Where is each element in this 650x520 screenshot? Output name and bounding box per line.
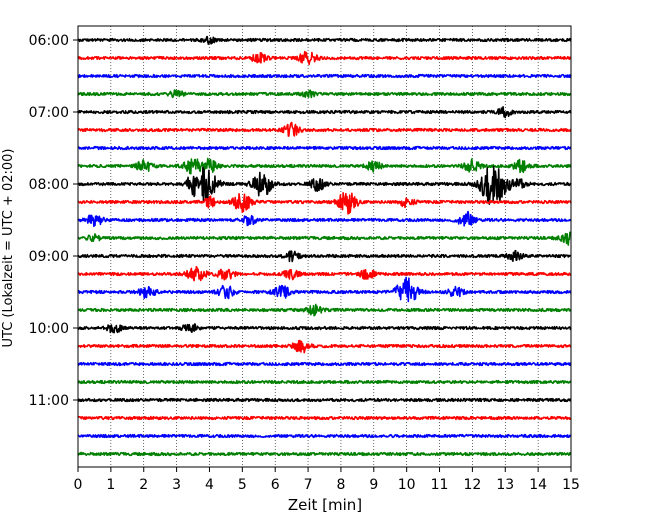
x-tick-label: 13 xyxy=(496,477,514,493)
y-tick-label: 09:00 xyxy=(29,249,69,265)
x-tick-label: 5 xyxy=(238,477,247,493)
y-tick-label: 06:00 xyxy=(29,33,69,49)
trace-line xyxy=(77,73,572,79)
trace-line xyxy=(77,231,572,246)
trace-line xyxy=(77,303,572,317)
trace-line xyxy=(77,165,572,205)
x-tick-label: 10 xyxy=(398,477,416,493)
seismic-traces xyxy=(77,35,572,457)
trace-line xyxy=(77,339,572,354)
x-tick-label: 0 xyxy=(74,477,83,493)
x-tick-label: 4 xyxy=(205,477,214,493)
x-axis-ticks: 0 1 2 3 4 5 6 7 8 9 10 11 12 13 14 15 xyxy=(74,467,580,493)
x-tick-label: 8 xyxy=(336,477,345,493)
trace-line xyxy=(77,265,572,282)
y-tick-label: 10:00 xyxy=(29,321,69,337)
trace-line xyxy=(77,379,572,385)
x-tick-label: 14 xyxy=(529,477,547,493)
trace-line xyxy=(77,249,572,263)
x-tick-label: 3 xyxy=(172,477,181,493)
x-tick-label: 9 xyxy=(369,477,378,493)
trace-line xyxy=(77,121,572,137)
trace-line xyxy=(77,451,572,457)
trace-line xyxy=(77,89,572,99)
trace-line xyxy=(77,106,572,119)
y-axis-label: UTC (Lokalzeit = UTC + 02:00) xyxy=(1,149,16,348)
trace-line xyxy=(77,191,572,215)
y-axis-ticks: 06:00 07:00 08:00 09:00 10:00 11:00 xyxy=(29,33,78,409)
trace-line xyxy=(77,323,572,334)
plot-frame xyxy=(77,25,572,468)
x-tick-label: 1 xyxy=(106,477,115,493)
trace-line xyxy=(77,50,572,66)
x-tick-label: 2 xyxy=(139,477,148,493)
y-tick-label: 07:00 xyxy=(29,105,69,121)
x-tick-label: 15 xyxy=(562,477,580,493)
y-tick-label: 11:00 xyxy=(29,393,69,409)
x-tick-label: 6 xyxy=(271,477,280,493)
x-tick-label: 12 xyxy=(463,477,481,493)
y-tick-label: 08:00 xyxy=(29,177,69,193)
x-axis-label: Zeit [min] xyxy=(288,496,362,514)
trace-line xyxy=(77,145,572,151)
trace-line xyxy=(77,433,572,439)
trace-line xyxy=(77,276,572,303)
trace-line xyxy=(77,157,572,175)
x-tick-label: 7 xyxy=(304,477,313,493)
x-tick-label: 11 xyxy=(431,477,449,493)
trace-line xyxy=(77,397,572,403)
trace-line xyxy=(77,210,572,228)
trace-line xyxy=(77,35,572,45)
trace-line xyxy=(77,415,572,421)
trace-line xyxy=(77,361,572,367)
